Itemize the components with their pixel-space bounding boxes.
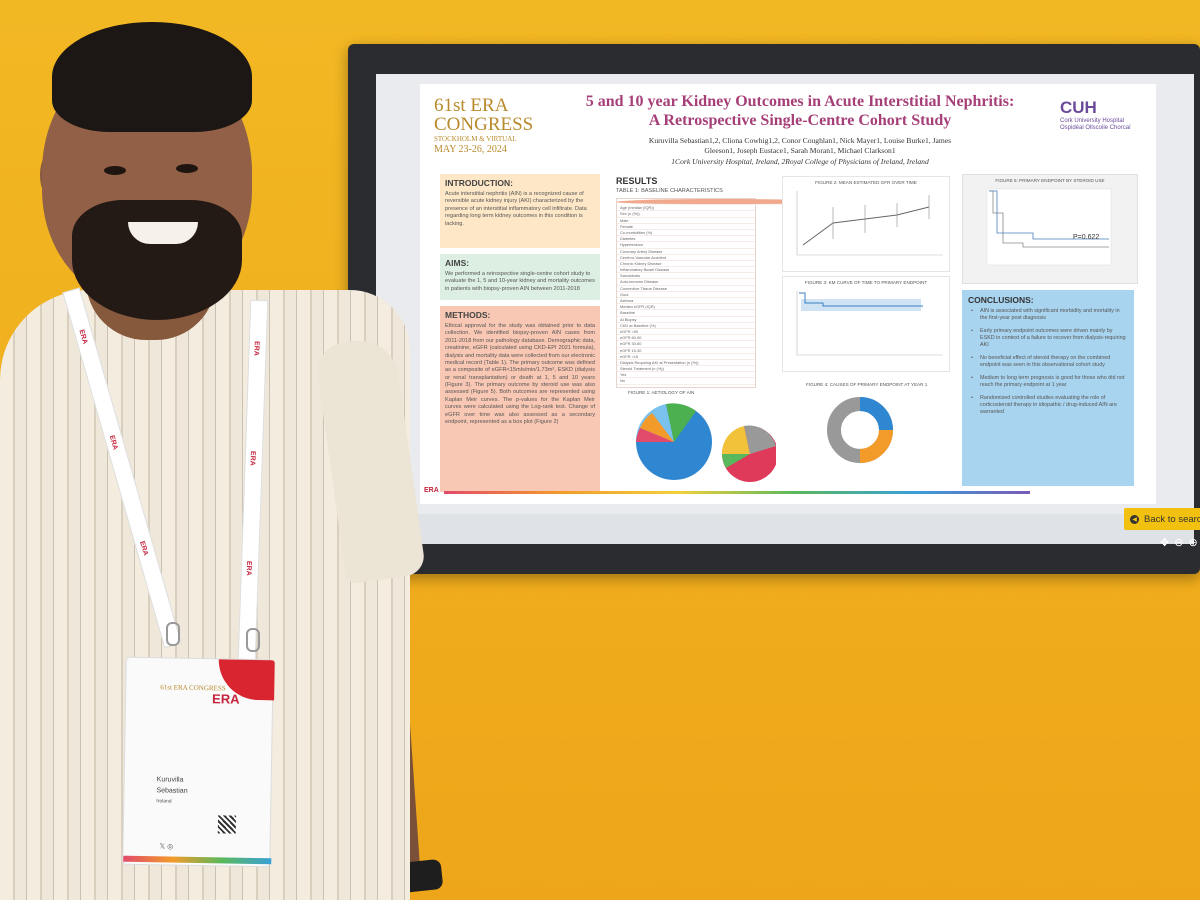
scientific-poster: 61st ERA CONGRESS STOCKHOLM & VIRTUAL MA…	[420, 84, 1156, 504]
zoom-out-icon[interactable]: ⊖	[1174, 537, 1184, 549]
baseline-table: Age (median (IQR)) Sex (n (%)) Male Female C…	[616, 198, 827, 388]
table-row: Male	[617, 218, 755, 224]
conclusion-item: No beneficial effect of steroid therapy …	[968, 355, 1128, 369]
table-row: At Biopsy	[617, 317, 755, 323]
social-icons: 𝕏 ◎	[159, 843, 174, 851]
table-row: CKD at Baseline (%)	[617, 323, 755, 329]
poster-viewer-screen: 61st ERA CONGRESS STOCKHOLM & VIRTUAL MA…	[376, 74, 1200, 549]
results-heading: RESULTS	[616, 176, 658, 186]
person-smile	[128, 222, 198, 244]
badge-country: Ireland	[156, 798, 172, 805]
table-row: Baseline	[617, 310, 755, 317]
table-row: Sarcoidosis	[617, 273, 755, 280]
table-row: Cerebro-Vascular Accident	[617, 255, 755, 261]
figure4-title: FIGURE 4: CAUSES OF PRIMARY ENDPOINT AT …	[806, 382, 928, 387]
table-row: eGFR 60-90	[617, 335, 755, 342]
poster-title: 5 and 10 year Kidney Outcomes in Acute I…	[585, 93, 1015, 130]
table-row: eGFR 30-60	[617, 341, 755, 348]
viewer-toolbar	[376, 514, 1194, 544]
figure1-pie-charts	[635, 403, 776, 482]
person-beard	[72, 200, 242, 320]
figure4-donut-chart	[827, 397, 893, 463]
back-to-search-button[interactable]: ◀ Back to search	[1124, 508, 1200, 530]
table-row: Connective Tissue Disease	[617, 286, 755, 292]
zoom-tools: ✥ ⊖ ⊕	[1160, 536, 1198, 549]
figure5-pvalue: P=0.622	[1073, 234, 1099, 241]
table-row: Female	[617, 224, 755, 230]
table-row: Age (median (IQR))	[617, 205, 755, 212]
figure3-box: FIGURE 3: KM CURVE OF TIME TO PRIMARY EN…	[782, 276, 950, 372]
table-row: Chronic Kidney Disease	[617, 261, 755, 268]
table-row: eGFR <15	[617, 354, 755, 360]
back-to-search-label: Back to search	[1144, 513, 1200, 525]
table-row: Coronary Artery Disease	[617, 249, 755, 255]
move-icon[interactable]: ✥	[1160, 537, 1170, 549]
table-header-row	[617, 199, 827, 206]
table-row: eGFR 15-30	[617, 348, 755, 354]
name-badge: 61st ERA CONGRESS ERA Kuruvilla Sebastia…	[122, 656, 275, 868]
figure2-box: FIGURE 2: MEAN ESTIMATED GFR OVER TIME	[782, 176, 950, 272]
badge-name: Kuruvilla Sebastian	[156, 776, 188, 796]
table-row: Asthma	[617, 298, 755, 305]
poster-footer-stripe	[444, 491, 1030, 494]
table-row: Hypertension	[617, 242, 755, 249]
poster-authors: Kuruvilla Sebastian1,2, Cliona Cowhig1,2…	[648, 136, 952, 166]
figure5-km-curve: P=0.622	[986, 188, 1112, 266]
methods-section: METHODS: Ethical approval for the study …	[440, 306, 600, 492]
lanyard-clip-left	[166, 622, 180, 646]
qr-code-icon	[217, 815, 237, 834]
figure5-box: FIGURE 5: PRIMARY ENDPOINT BY STEROID US…	[962, 174, 1138, 284]
conclusion-item: Randomized controlled studies evaluating…	[968, 395, 1128, 416]
table-row: Co-morbidities (%)	[617, 230, 755, 237]
congress-logo: 61st ERA CONGRESS STOCKHOLM & VIRTUAL MA…	[434, 95, 534, 155]
table-title: TABLE 1: BASELINE CHARACTERISTICS	[616, 188, 723, 194]
table-row: Diabetes	[617, 236, 755, 243]
footer-era-logo: ERA	[424, 487, 439, 494]
right-eye	[176, 164, 198, 173]
back-arrow-icon: ◀	[1130, 514, 1139, 524]
table-row: Inflammatory Bowel Disease	[617, 267, 755, 274]
introduction-section: INTRODUCTION: Acute interstitial nephrit…	[440, 174, 600, 248]
figure3-km-curve	[796, 291, 943, 356]
figure2-line-chart	[796, 191, 943, 256]
conclusions-section: CONCLUSIONS: AIN is associated with sign…	[962, 290, 1134, 486]
table-row: Median eGFR (IQR)	[617, 304, 755, 311]
zoom-in-icon[interactable]: ⊕	[1188, 537, 1198, 549]
conclusion-item: Early primary endpoint outcomes were dri…	[968, 328, 1128, 349]
hospital-logo: CUH Cork University Hospital Ospidéal Ol…	[1060, 98, 1131, 132]
table-row: eGFR >90	[617, 329, 755, 336]
conclusion-item: AIN is associated with significant morbi…	[968, 308, 1128, 322]
table-row: Sex (n (%))	[617, 211, 755, 218]
table-row: Yes	[617, 372, 755, 379]
lanyard-clip-right	[246, 628, 260, 652]
display-monitor: 61st ERA CONGRESS STOCKHOLM & VIRTUAL MA…	[348, 44, 1200, 574]
aims-section: AIMS: We performed a retrospective singl…	[440, 254, 600, 300]
figure1-title: FIGURE 1: AETIOLOGY OF AIN	[628, 390, 695, 395]
conclusion-item: Medium to long term prognosis is good fo…	[968, 375, 1128, 389]
left-eye	[104, 166, 126, 175]
badge-color-stripe	[123, 855, 272, 865]
badge-era-logo: ERA	[211, 691, 240, 707]
person-hair	[52, 22, 252, 132]
table-row: No	[617, 378, 755, 385]
table-row: Dialysis Requiring AKI at Presentation (…	[617, 360, 755, 367]
table-row: Steroid Treatment (n (%))	[617, 366, 755, 373]
table-row: Gout	[617, 292, 755, 298]
table-row: Auto-immune Disease	[617, 279, 755, 286]
